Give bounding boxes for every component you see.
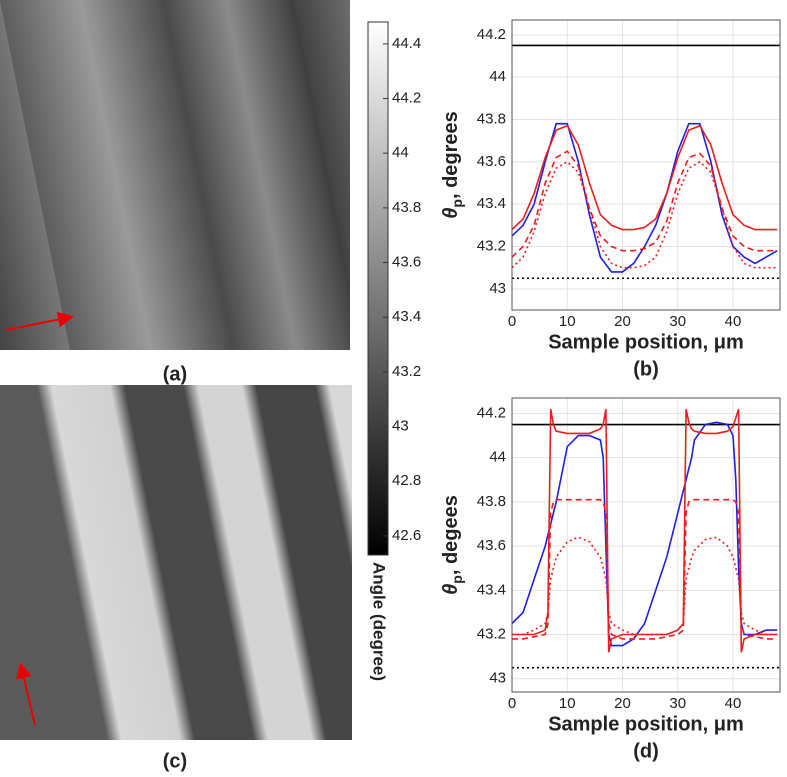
- axes-frame: [511, 397, 781, 693]
- x-tick-label: 40: [725, 695, 742, 712]
- x-axis-label: Sample position, μm: [548, 713, 744, 735]
- y-tick-label: 44: [489, 449, 506, 466]
- y-tick-label: 43.6: [392, 254, 421, 271]
- x-tick-label: 30: [669, 695, 686, 712]
- axes-frame: [511, 19, 781, 311]
- colorbar: [367, 21, 389, 556]
- plot-area: [512, 20, 780, 310]
- arrow: [5, 311, 74, 331]
- plot-area: [512, 398, 780, 692]
- y-label-text: , degrees: [440, 111, 462, 199]
- series-line: [512, 498, 778, 640]
- y-tick-label: 43.2: [477, 237, 506, 254]
- y-tick-label: 43.4: [477, 195, 506, 212]
- series-line: [511, 150, 778, 258]
- arrow: [16, 662, 36, 726]
- colorbar-label: Angle (degree): [370, 562, 389, 681]
- x-axis-label: Sample position, μm: [548, 331, 744, 353]
- y-tick-label: 43.6: [477, 153, 506, 170]
- y-tick-label: 43.6: [477, 537, 506, 554]
- y-tick-label: 43.2: [477, 625, 506, 642]
- x-tick-label: 20: [614, 695, 631, 712]
- y-tick-label: 43.4: [392, 308, 421, 325]
- y-tick-label: 44: [392, 144, 409, 161]
- series-line: [511, 160, 778, 269]
- image-c: [0, 385, 352, 740]
- x-tick-label: 0: [508, 313, 516, 330]
- y-tick-label: 43.8: [392, 199, 421, 216]
- x-tick-label: 40: [725, 313, 742, 330]
- y-label-subscript: p: [449, 575, 465, 584]
- y-tick-label: 44.4: [392, 35, 421, 52]
- x-tick-label: 10: [559, 695, 576, 712]
- panel-label: (c): [163, 750, 187, 772]
- x-tick-label: 0: [508, 695, 516, 712]
- y-axis-label: θp, degrees: [440, 111, 464, 219]
- y-tick-label: 44.2: [477, 404, 506, 421]
- y-tick-label: 44: [489, 68, 506, 85]
- y-tick-label: 43.4: [477, 581, 506, 598]
- series-line: [511, 421, 778, 647]
- image-a: [0, 0, 350, 350]
- y-tick-label: 43: [392, 418, 409, 435]
- y-tick-label: 44.2: [477, 26, 506, 43]
- series-line: [512, 408, 778, 653]
- y-axis-label: θp, degees: [440, 495, 464, 595]
- y-tick-label: 43.2: [392, 363, 421, 380]
- y-tick-label: 43.8: [477, 493, 506, 510]
- panel-label: (d): [633, 740, 659, 762]
- series-line: [511, 124, 778, 231]
- x-tick-label: 30: [669, 313, 686, 330]
- panel-label: (b): [633, 358, 659, 380]
- series-line: [511, 122, 778, 273]
- x-tick-label: 20: [614, 313, 631, 330]
- y-label-symbol: θ: [440, 584, 462, 595]
- y-tick-label: 44.2: [392, 90, 421, 107]
- y-tick-label: 42.8: [392, 472, 421, 489]
- y-tick-label: 43.8: [477, 110, 506, 127]
- y-tick-label: 42.6: [392, 527, 421, 544]
- y-label-subscript: p: [449, 199, 465, 208]
- y-tick-label: 43: [489, 670, 506, 687]
- y-label-text: , degees: [440, 495, 462, 575]
- x-tick-label: 10: [559, 313, 576, 330]
- panel-label: (a): [163, 363, 187, 385]
- y-tick-label: 43: [489, 280, 506, 297]
- y-label-symbol: θ: [440, 208, 462, 219]
